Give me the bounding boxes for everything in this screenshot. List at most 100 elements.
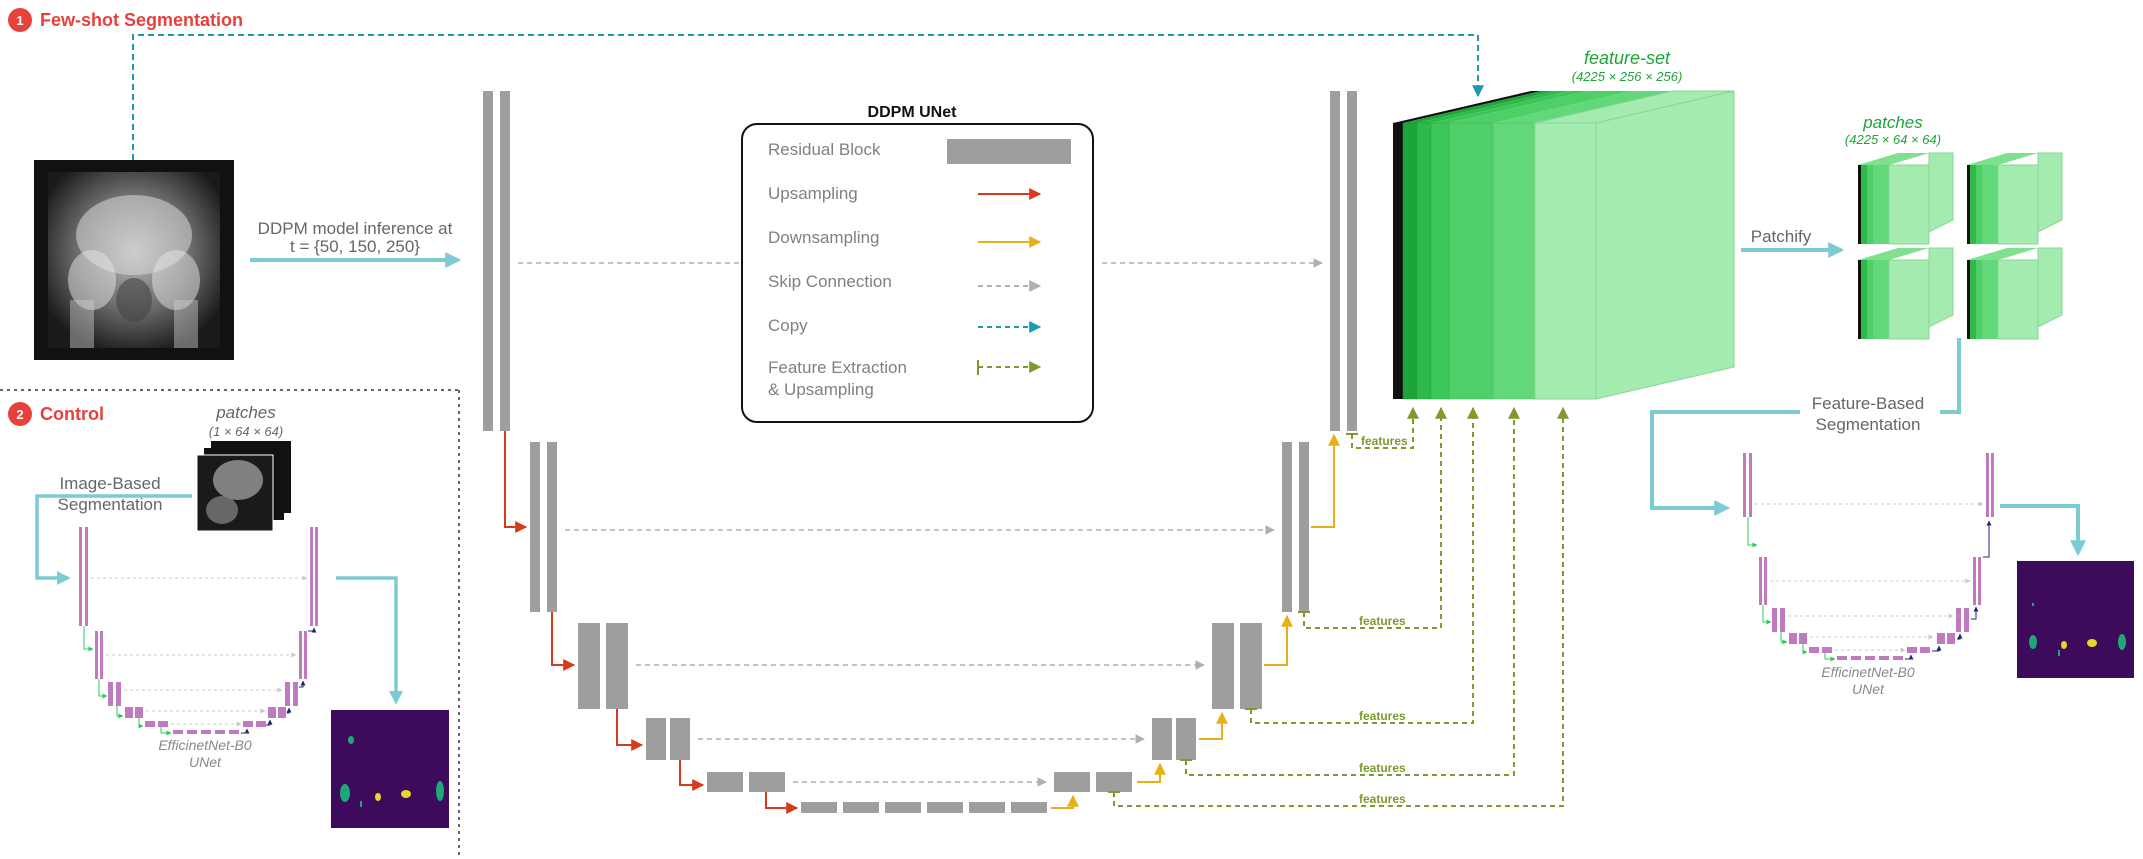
patches-left-title: patches — [215, 403, 276, 422]
residual-block — [1299, 442, 1309, 612]
features-label: features — [1359, 792, 1406, 806]
feature-based-label-line1: Feature-Based — [1812, 394, 1924, 413]
residual-block — [801, 802, 837, 813]
feature-based-path — [1650, 338, 1961, 516]
image-based-label-line2: Segmentation — [58, 495, 163, 514]
downsampling-arrow — [616, 709, 644, 751]
xray-input-image — [34, 160, 234, 360]
upsampling-arrow — [1264, 614, 1293, 666]
upsampling-arrow — [1199, 711, 1228, 740]
section-1-header: 1 Few-shot Segmentation — [8, 8, 243, 32]
feature-path — [1351, 406, 1419, 449]
downsampling-arrow — [504, 431, 528, 533]
right-efficientnet-unet — [1743, 453, 1994, 662]
section-2-header: 2 Control — [8, 402, 104, 426]
features-label: features — [1359, 709, 1406, 723]
residual-block — [843, 802, 879, 813]
right-unet-caption-line2: UNet — [1852, 681, 1885, 697]
residual-block — [1240, 623, 1262, 709]
legend-title: DDPM UNet — [868, 104, 958, 121]
legend-residual-label: Residual Block — [768, 140, 881, 159]
legend-box — [741, 123, 1094, 423]
left-unet-caption-line1: EfficinetNet-B0 — [158, 737, 252, 753]
feature-path — [1185, 406, 1520, 776]
downsampling-arrow — [765, 792, 799, 814]
section-2-title: Control — [40, 404, 104, 424]
legend-upsampling-label: Upsampling — [768, 184, 858, 203]
residual-block — [1176, 718, 1196, 760]
right-segmentation-mask — [2017, 561, 2134, 678]
legend-skip-label: Skip Connection — [768, 272, 892, 291]
patch-cube — [1858, 152, 1954, 245]
residual-block — [1282, 442, 1292, 612]
residual-block — [646, 718, 666, 760]
feature-set-title: feature-set — [1584, 48, 1671, 68]
residual-block — [483, 91, 493, 431]
residual-block — [1330, 91, 1340, 431]
ddpm-unet — [483, 91, 1357, 814]
patches-left-dims: (1 × 64 × 64) — [209, 424, 283, 439]
section-1-badge — [8, 8, 32, 32]
image-based-label-line1: Image-Based — [59, 474, 160, 493]
patch-cube — [1858, 247, 1954, 340]
feature-set-dims: (4225 × 256 × 256) — [1572, 69, 1683, 84]
patches-left-stack — [196, 441, 291, 532]
downsampling-arrow — [679, 760, 705, 791]
left-segmentation-mask — [331, 710, 449, 828]
residual-block — [749, 772, 785, 792]
section-1-title: Few-shot Segmentation — [40, 10, 243, 30]
legend-copy-label: Copy — [768, 316, 808, 335]
residual-block — [500, 91, 510, 431]
feature-path — [1303, 406, 1447, 629]
feature-based-label-line2: Segmentation — [1816, 415, 1921, 434]
patches-right-title: patches — [1862, 113, 1923, 132]
section-2-number: 2 — [16, 407, 23, 422]
patch-cube — [1967, 247, 2063, 340]
residual-block — [670, 718, 690, 760]
right-unet-caption-line1: EfficinetNet-B0 — [1821, 664, 1915, 680]
downsampling-arrow — [551, 612, 576, 671]
residual-block — [969, 802, 1005, 813]
inference-label-line2: t = {50, 150, 250} — [290, 237, 420, 256]
left-output-arrow — [336, 576, 403, 705]
features-label: features — [1359, 614, 1406, 628]
residual-block — [1096, 772, 1132, 792]
residual-block — [927, 802, 963, 813]
feature-extraction-paths — [1113, 406, 1569, 807]
feature-path — [1113, 406, 1569, 807]
upsampling-arrow — [1051, 794, 1079, 809]
right-output-arrow — [2000, 504, 2086, 557]
section-1-number: 1 — [16, 13, 23, 28]
residual-block — [1347, 91, 1357, 431]
copy-path — [132, 34, 1484, 160]
inference-label-line1: DDPM model inference at — [258, 219, 453, 238]
left-efficientnet-unet — [79, 527, 318, 736]
residual-block — [707, 772, 743, 792]
patchify-label: Patchify — [1751, 227, 1812, 246]
features-label: features — [1359, 761, 1406, 775]
residual-block — [1054, 772, 1090, 792]
residual-block — [1212, 623, 1234, 709]
image-based-path — [35, 494, 192, 585]
features-label: features — [1361, 434, 1408, 448]
residual-block — [547, 442, 557, 612]
legend-downsampling-label: Downsampling — [768, 228, 880, 247]
left-unet-caption-line2: UNet — [189, 754, 222, 770]
legend-residual-swatch — [947, 139, 1071, 164]
residual-block — [885, 802, 921, 813]
legend-feature-label-line1: Feature Extraction — [768, 358, 907, 377]
legend-feature-label-line2: & Upsampling — [768, 380, 874, 399]
residual-block — [578, 623, 600, 709]
patches-right-dims: (4225 × 64 × 64) — [1845, 132, 1941, 147]
upsampling-arrow — [1137, 762, 1166, 783]
patch-cube — [1967, 152, 2063, 245]
residual-block — [1152, 718, 1172, 760]
residual-block — [1011, 802, 1047, 813]
legend: DDPM UNet Residual Block Upsampling Down… — [741, 104, 1094, 423]
residual-block — [606, 623, 628, 709]
residual-block — [530, 442, 540, 612]
feature-set-stack — [1393, 90, 1735, 400]
upsampling-arrow — [1311, 433, 1340, 528]
section-2-badge — [8, 402, 32, 426]
